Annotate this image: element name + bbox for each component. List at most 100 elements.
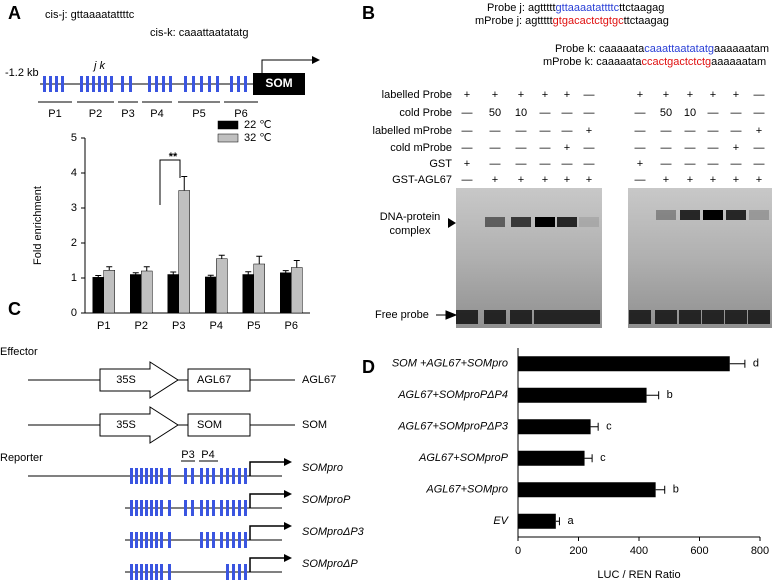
- tss-arrow: [249, 525, 284, 540]
- error-bar: [256, 255, 263, 264]
- site-tick: [208, 76, 211, 92]
- lane-cell: —: [731, 107, 742, 119]
- site-tick: [206, 500, 209, 516]
- reporter-name: SOMproΔP: [302, 558, 358, 570]
- lane-cell: —: [754, 107, 765, 119]
- site-tick: [145, 564, 148, 580]
- lane-cell: —: [584, 107, 595, 119]
- bar: [242, 274, 254, 314]
- bar: [141, 270, 153, 314]
- x-tick-label: 0: [515, 545, 521, 557]
- lane-cell: —: [490, 158, 501, 170]
- bar: [518, 450, 585, 466]
- y-tick-label: 2: [71, 237, 77, 249]
- site-tick: [155, 532, 158, 548]
- site-tick: [244, 468, 247, 484]
- site-tick: [191, 468, 194, 484]
- row-label: cold mProbe: [390, 142, 452, 154]
- site-tick: [232, 500, 235, 516]
- legend-swatch: [217, 133, 239, 143]
- site-tick: [220, 500, 223, 516]
- site-tick: [110, 76, 113, 92]
- x-tick-label: P2: [135, 320, 148, 332]
- site-tick: [140, 532, 143, 548]
- bar: [103, 270, 115, 314]
- lane-cell: +: [542, 89, 548, 101]
- lane-cell: —: [490, 125, 501, 137]
- free-band: [534, 310, 556, 324]
- site-tick: [238, 564, 241, 580]
- x-tick-label: P4: [210, 320, 223, 332]
- free-band: [679, 310, 701, 324]
- lane-cell: —: [661, 142, 672, 154]
- site-tick: [130, 468, 133, 484]
- lane-cell: +: [663, 174, 669, 186]
- cds-label: SOM: [197, 419, 222, 431]
- lane-cell: +: [492, 89, 498, 101]
- y-tick-label: 3: [71, 202, 77, 214]
- lane-cell: +: [733, 142, 739, 154]
- row-label: labelled mProbe: [373, 125, 453, 137]
- free-band: [484, 310, 506, 324]
- site-label: P3: [181, 449, 194, 461]
- lane-cell: —: [584, 158, 595, 170]
- region-label: P6: [234, 108, 247, 120]
- site-tick: [155, 468, 158, 484]
- promoter-label: 35S: [116, 419, 136, 431]
- site-tick: [168, 468, 171, 484]
- error-bar: [170, 271, 177, 275]
- probe: mProbe k: caaaaataccactgactctctgaaaaaata…: [543, 56, 766, 68]
- lane-cell: —: [516, 142, 527, 154]
- bracket: [159, 159, 181, 205]
- lane-cell: —: [754, 89, 765, 101]
- bar: [518, 356, 730, 372]
- significance: a: [567, 515, 574, 527]
- site-tick: [98, 76, 101, 92]
- site-tick: [226, 500, 229, 516]
- sequence: caaaaata: [599, 43, 645, 55]
- tss-arrow: [261, 59, 312, 73]
- lane-cell: —: [685, 125, 696, 137]
- site-tick: [135, 468, 138, 484]
- error-bar: [95, 275, 102, 278]
- legend-swatch: [217, 120, 239, 130]
- lane-cell: —: [731, 158, 742, 170]
- gene: SOM: [265, 76, 292, 90]
- promoter-label: 35S: [116, 374, 136, 386]
- probe-label: mProbe k:: [543, 56, 593, 68]
- site-tick: [192, 76, 195, 92]
- region-label: P4: [150, 108, 163, 120]
- site-tick: [244, 532, 247, 548]
- error-bar: [584, 454, 593, 463]
- site-tick: [86, 76, 89, 92]
- distance: -1.2 kb: [5, 67, 39, 79]
- sequence: caaaaata: [596, 56, 642, 68]
- error-bar: [646, 391, 660, 400]
- error-bar: [207, 274, 214, 277]
- free-arrow: [436, 310, 458, 320]
- site-tick: [169, 76, 172, 92]
- gel: [456, 188, 602, 328]
- site-tick: [226, 532, 229, 548]
- lane-cell: +: [756, 125, 762, 137]
- site-tick: [220, 532, 223, 548]
- lane-cell: +: [687, 89, 693, 101]
- annotation: **: [169, 151, 178, 163]
- bar: [518, 482, 656, 498]
- bar: [92, 277, 104, 314]
- error-bar: [293, 260, 300, 268]
- site-tick: [244, 76, 247, 92]
- y-tick-label: SOM +AGL67+SOMpro: [392, 358, 508, 370]
- site-tick: [200, 468, 203, 484]
- lane-cell: +: [710, 174, 716, 186]
- site-tick: [212, 532, 215, 548]
- legend-label: 32 ℃: [244, 132, 272, 144]
- lane-cell: —: [562, 107, 573, 119]
- lane-cell: +: [564, 89, 570, 101]
- probe: Probe j: agtttttgttaaaatattttcttctaagag: [487, 2, 664, 14]
- lane-cell: —: [584, 142, 595, 154]
- significance: c: [600, 452, 606, 464]
- complex-label: DNA-protein: [380, 211, 441, 223]
- promoter-arrow: [99, 406, 179, 444]
- lane-cell: —: [708, 125, 719, 137]
